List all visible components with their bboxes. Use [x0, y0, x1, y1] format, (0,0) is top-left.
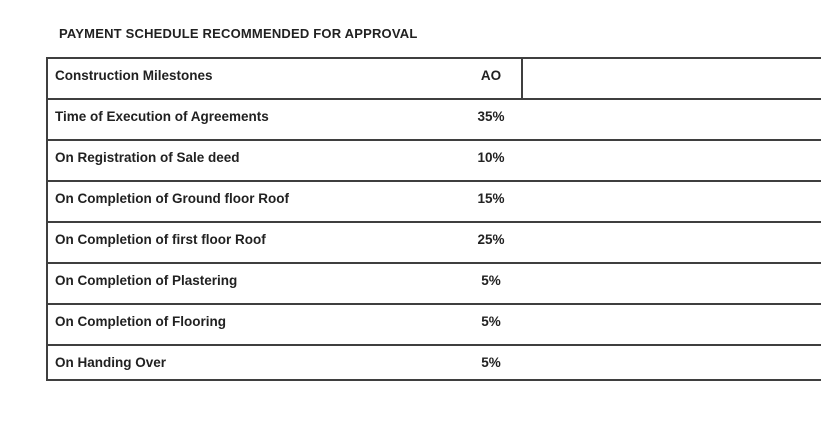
value-cell: 5% — [481, 314, 501, 329]
value-cell: 5% — [481, 355, 501, 370]
table-row: On Registration of Sale deed 10% — [48, 141, 821, 182]
value-header-cell: AO — [480, 68, 502, 83]
table-header-row: Construction Milestones AO — [48, 59, 821, 100]
page-title: PAYMENT SCHEDULE RECOMMENDED FOR APPROVA… — [59, 26, 418, 41]
milestone-cell: On Completion of Flooring — [55, 314, 226, 329]
table-row: On Completion of Ground floor Roof 15% — [48, 182, 821, 223]
milestone-cell: On Handing Over — [55, 355, 167, 370]
table-row: On Handing Over 5% — [48, 346, 821, 379]
value-cell: 15% — [477, 191, 505, 206]
milestone-cell: On Completion of Plastering — [55, 273, 238, 288]
milestone-cell: Time of Execution of Agreements — [55, 109, 269, 124]
value-cell: 35% — [477, 109, 505, 124]
milestone-cell: On Completion of Ground floor Roof — [55, 191, 289, 206]
milestone-header-cell: Construction Milestones — [55, 68, 213, 83]
table-row: Time of Execution of Agreements 35% — [48, 100, 821, 141]
value-cell: 5% — [481, 273, 501, 288]
value-cell: 25% — [477, 232, 505, 247]
milestone-cell: On Completion of first floor Roof — [55, 232, 266, 247]
value-cell: 10% — [477, 150, 505, 165]
table-row: On Completion of Flooring 5% — [48, 305, 821, 346]
milestone-cell: On Registration of Sale deed — [55, 150, 240, 165]
table-row: On Completion of Plastering 5% — [48, 264, 821, 305]
column-divider — [521, 59, 523, 98]
payment-schedule-table: Construction Milestones AO Time of Execu… — [46, 57, 821, 381]
table-row: On Completion of first floor Roof 25% — [48, 223, 821, 264]
